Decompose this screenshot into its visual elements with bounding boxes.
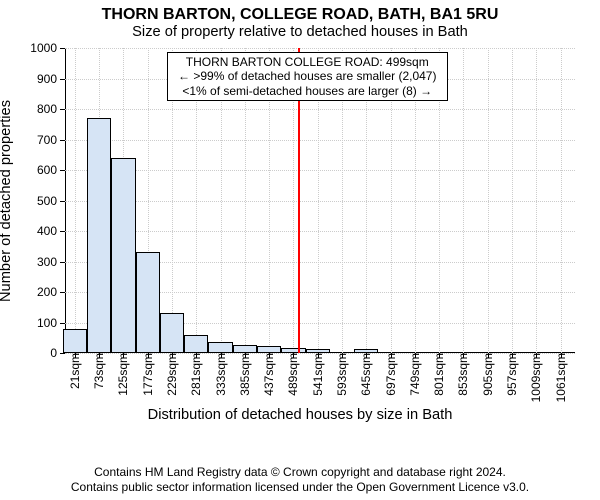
ytick-mark [60,48,65,49]
x-axis-label: Distribution of detached houses by size … [0,407,600,423]
xtick-label: 177sqm [141,353,155,396]
ytick-label: 900 [37,72,57,86]
gridline-h [65,231,575,232]
ytick-mark [60,231,65,232]
xtick-label: 957sqm [505,353,519,396]
histogram-bar [87,118,111,353]
gridline-v [75,48,76,353]
xtick-label: 437sqm [262,353,276,396]
histogram-bar [111,158,135,353]
gridline-h [65,201,575,202]
gridline-h [65,48,575,49]
xtick-label: 905sqm [481,353,495,396]
histogram-bar [184,335,208,353]
histogram-bar [160,313,184,353]
xtick-label: 801sqm [432,353,446,396]
annotation-line: THORN BARTON COLLEGE ROAD: 499sqm [172,55,443,69]
histogram-bar [257,346,281,353]
xtick-label: 1061sqm [554,353,568,402]
xtick-label: 333sqm [214,353,228,396]
xtick-label: 73sqm [92,353,106,389]
footer-attribution: Contains HM Land Registry data © Crown c… [0,465,600,494]
histogram-bar [208,342,232,353]
ytick-mark [60,353,65,354]
histogram-bar [281,348,305,353]
xtick-label: 385sqm [238,353,252,396]
ytick-label: 200 [37,285,57,299]
xtick-label: 489sqm [286,353,300,396]
xtick-label: 593sqm [335,353,349,396]
gridline-v [561,48,562,353]
ytick-mark [60,201,65,202]
xtick-label: 125sqm [116,353,130,396]
xtick-label: 541sqm [311,353,325,396]
ytick-mark [60,262,65,263]
gridline-v [536,48,537,353]
ytick-label: 1000 [30,41,57,55]
ytick-label: 400 [37,224,57,238]
y-axis-label: Number of detached properties [0,99,14,301]
gridline-h [65,140,575,141]
ytick-mark [60,79,65,80]
ytick-mark [60,292,65,293]
xtick-label: 21sqm [68,353,82,389]
gridline-v [488,48,489,353]
histogram-bar [354,349,378,353]
chart-title: THORN BARTON, COLLEGE ROAD, BATH, BA1 5R… [0,6,600,24]
xtick-label: 281sqm [189,353,203,396]
ytick-mark [60,323,65,324]
chart-subtitle: Size of property relative to detached ho… [0,24,600,40]
xtick-label: 1009sqm [529,353,543,402]
ytick-label: 0 [50,346,57,360]
xtick-label: 697sqm [384,353,398,396]
footer-line2: Contains public sector information licen… [0,480,600,494]
xtick-label: 229sqm [165,353,179,396]
ytick-label: 100 [37,316,57,330]
annotation-box: THORN BARTON COLLEGE ROAD: 499sqm← >99% … [167,52,448,101]
ytick-mark [60,109,65,110]
annotation-line: <1% of semi-detached houses are larger (… [172,84,443,98]
gridline-v [512,48,513,353]
ytick-label: 800 [37,102,57,116]
gridline-v [463,48,464,353]
annotation-line: ← >99% of detached houses are smaller (2… [172,69,443,83]
ytick-label: 500 [37,194,57,208]
footer-line1: Contains HM Land Registry data © Crown c… [0,465,600,479]
gridline-h [65,170,575,171]
gridline-h [65,109,575,110]
xtick-label: 749sqm [408,353,422,396]
xtick-label: 645sqm [359,353,373,396]
ytick-label: 600 [37,163,57,177]
histogram-bar [63,329,87,353]
histogram-bar [306,349,330,353]
ytick-label: 300 [37,255,57,269]
histogram-bar [233,345,257,353]
ytick-mark [60,170,65,171]
chart-container: { "chart": { "type": "histogram", "title… [0,0,600,500]
ytick-label: 700 [37,133,57,147]
plot-area: 0100200300400500600700800900100021sqm73s… [65,48,575,353]
xtick-label: 853sqm [456,353,470,396]
histogram-bar [136,252,160,353]
ytick-mark [60,140,65,141]
